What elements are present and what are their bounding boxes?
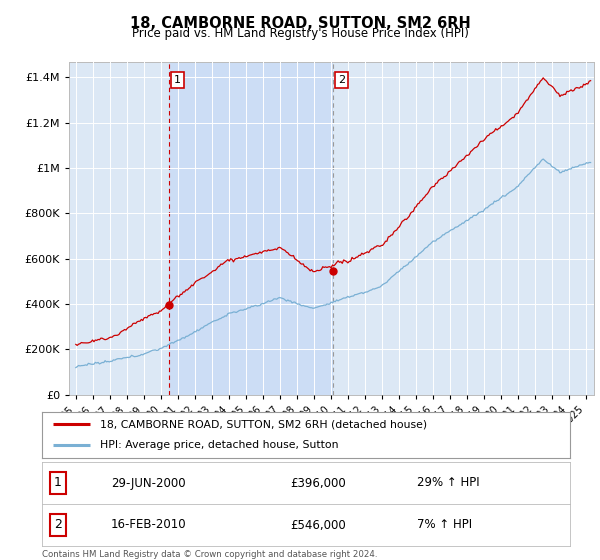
Text: 7% ↑ HPI: 7% ↑ HPI bbox=[417, 519, 472, 531]
Text: 18, CAMBORNE ROAD, SUTTON, SM2 6RH: 18, CAMBORNE ROAD, SUTTON, SM2 6RH bbox=[130, 16, 470, 31]
Bar bbox=[169, 62, 332, 395]
Text: 2: 2 bbox=[338, 74, 345, 85]
Text: 18, CAMBORNE ROAD, SUTTON, SM2 6RH (detached house): 18, CAMBORNE ROAD, SUTTON, SM2 6RH (deta… bbox=[100, 419, 427, 430]
Text: £546,000: £546,000 bbox=[290, 519, 346, 531]
Text: 29% ↑ HPI: 29% ↑ HPI bbox=[417, 477, 479, 489]
Text: Contains HM Land Registry data © Crown copyright and database right 2024.
This d: Contains HM Land Registry data © Crown c… bbox=[42, 550, 377, 560]
Text: 1: 1 bbox=[174, 74, 181, 85]
Text: HPI: Average price, detached house, Sutton: HPI: Average price, detached house, Sutt… bbox=[100, 440, 338, 450]
Text: 29-JUN-2000: 29-JUN-2000 bbox=[110, 477, 185, 489]
Text: Price paid vs. HM Land Registry's House Price Index (HPI): Price paid vs. HM Land Registry's House … bbox=[131, 27, 469, 40]
Text: 16-FEB-2010: 16-FEB-2010 bbox=[110, 519, 186, 531]
Text: 1: 1 bbox=[54, 477, 62, 489]
Text: £396,000: £396,000 bbox=[290, 477, 346, 489]
Text: 2: 2 bbox=[54, 519, 62, 531]
